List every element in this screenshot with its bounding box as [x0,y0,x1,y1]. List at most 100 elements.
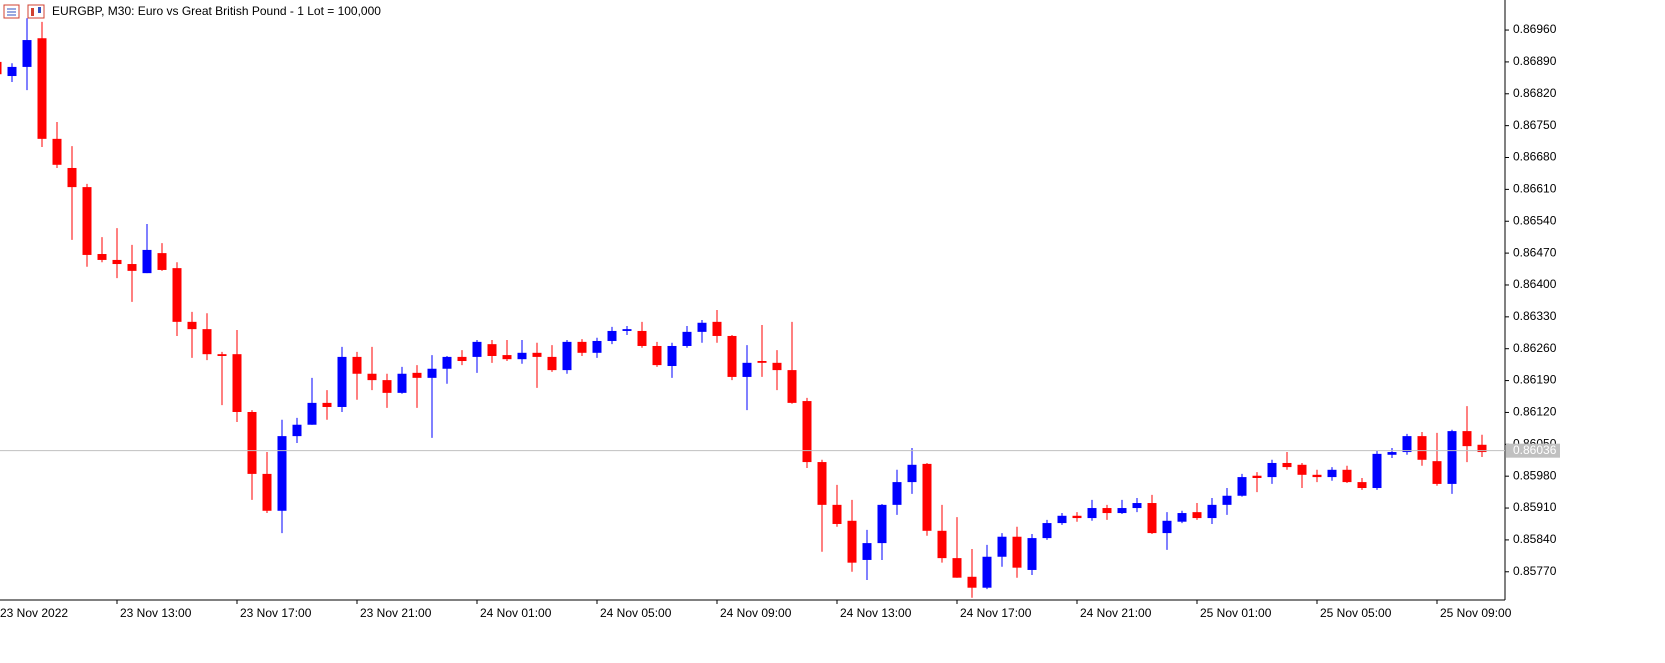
candle-body [562,341,572,371]
y-tick-label: 0.85980 [1513,468,1557,482]
candle-body [1177,513,1187,522]
candle-body [322,402,332,407]
candle-body [682,331,692,346]
candle-body [217,354,227,356]
x-tick-label: 23 Nov 21:00 [360,606,432,620]
candle-body [1012,536,1022,568]
candle-body [412,372,422,378]
candle-body [1357,482,1367,489]
candle-body [892,482,902,505]
candle-body [277,436,287,511]
x-tick-label: 24 Nov 05:00 [600,606,672,620]
candle-body [592,340,602,353]
y-tick-label: 0.86890 [1513,54,1557,68]
candle-body [97,254,107,260]
candle-body [532,352,542,357]
candle-body [1342,469,1352,483]
candle-body [442,356,452,369]
y-tick-label: 0.85910 [1513,500,1557,514]
chart-icons [3,4,45,19]
candle-body [487,344,497,356]
candle-body [712,321,722,336]
candle-body [1237,477,1247,496]
candle-body [667,345,677,367]
y-tick-label: 0.86190 [1513,373,1557,387]
x-tick-label: 23 Nov 2022 [0,606,68,620]
candle-body [1312,474,1322,478]
candle-body [982,556,992,588]
candle-body [652,345,662,366]
candle-body [772,362,782,371]
candle-body [802,401,812,463]
last-price-label: 0.86036 [1513,443,1557,457]
candle-body [22,40,32,67]
candle-body [877,504,887,544]
y-tick-label: 0.86610 [1513,182,1557,196]
chart-title: EURGBP, M30: Euro vs Great British Pound… [52,4,381,18]
candle-body [607,330,617,341]
candle-body [742,362,752,377]
candle-body [0,61,2,75]
x-tick-label: 25 Nov 01:00 [1200,606,1272,620]
candle-body [1282,462,1292,468]
x-tick-label: 23 Nov 17:00 [240,606,312,620]
candle-body [1162,520,1172,534]
candle-body [292,424,302,437]
candle-body [907,464,917,483]
candle-body [622,329,632,331]
candle-body [937,530,947,559]
candle-body [67,167,77,188]
candle-body [262,473,272,511]
candle-body [517,352,527,360]
candle-body [832,504,842,524]
candle-body [1207,504,1217,519]
candle-body [157,253,167,270]
candle-body [367,373,377,381]
candle-body [1402,436,1412,453]
candle-body [352,356,362,374]
x-tick-label: 24 Nov 13:00 [840,606,912,620]
candle-body [1462,431,1472,447]
icon [31,8,34,16]
candle-body [817,462,827,505]
candle-body [307,402,317,425]
candle-body [757,361,767,363]
candle-body [952,558,962,578]
candle-body [382,380,392,393]
candle-body [577,341,587,353]
last-price-box [1506,443,1560,458]
candle-body [1027,538,1037,570]
candle-body [112,259,122,265]
x-tick-label: 25 Nov 09:00 [1440,606,1512,620]
candle-body [967,576,977,588]
y-tick-label: 0.86400 [1513,277,1557,291]
candle-body [187,321,197,330]
y-tick-label: 0.86470 [1513,245,1557,259]
candle-body [52,138,62,165]
candle-body [427,368,437,378]
candle-body [127,264,137,271]
candle-body [547,356,557,371]
candle-body [727,335,737,377]
candle-body [1477,444,1487,453]
candle-body [82,187,92,255]
candle-body [1117,508,1127,514]
y-tick-label: 0.86960 [1513,22,1557,36]
y-tick-label: 0.86820 [1513,86,1557,100]
icon [38,7,41,13]
x-tick-label: 25 Nov 05:00 [1320,606,1392,620]
y-tick-label: 0.86120 [1513,405,1557,419]
x-tick-label: 23 Nov 13:00 [120,606,192,620]
candle-body [202,329,212,355]
candle-body [922,463,932,531]
candle-body [1147,503,1157,534]
candle-body [1102,508,1112,514]
x-tick-label: 24 Nov 21:00 [1080,606,1152,620]
y-tick-label: 0.85770 [1513,564,1557,578]
candle-body [472,341,482,357]
candle-body [1447,431,1457,484]
y-tick-label: 0.86330 [1513,309,1557,323]
candle-body [1132,503,1142,509]
candle-body [172,268,182,322]
